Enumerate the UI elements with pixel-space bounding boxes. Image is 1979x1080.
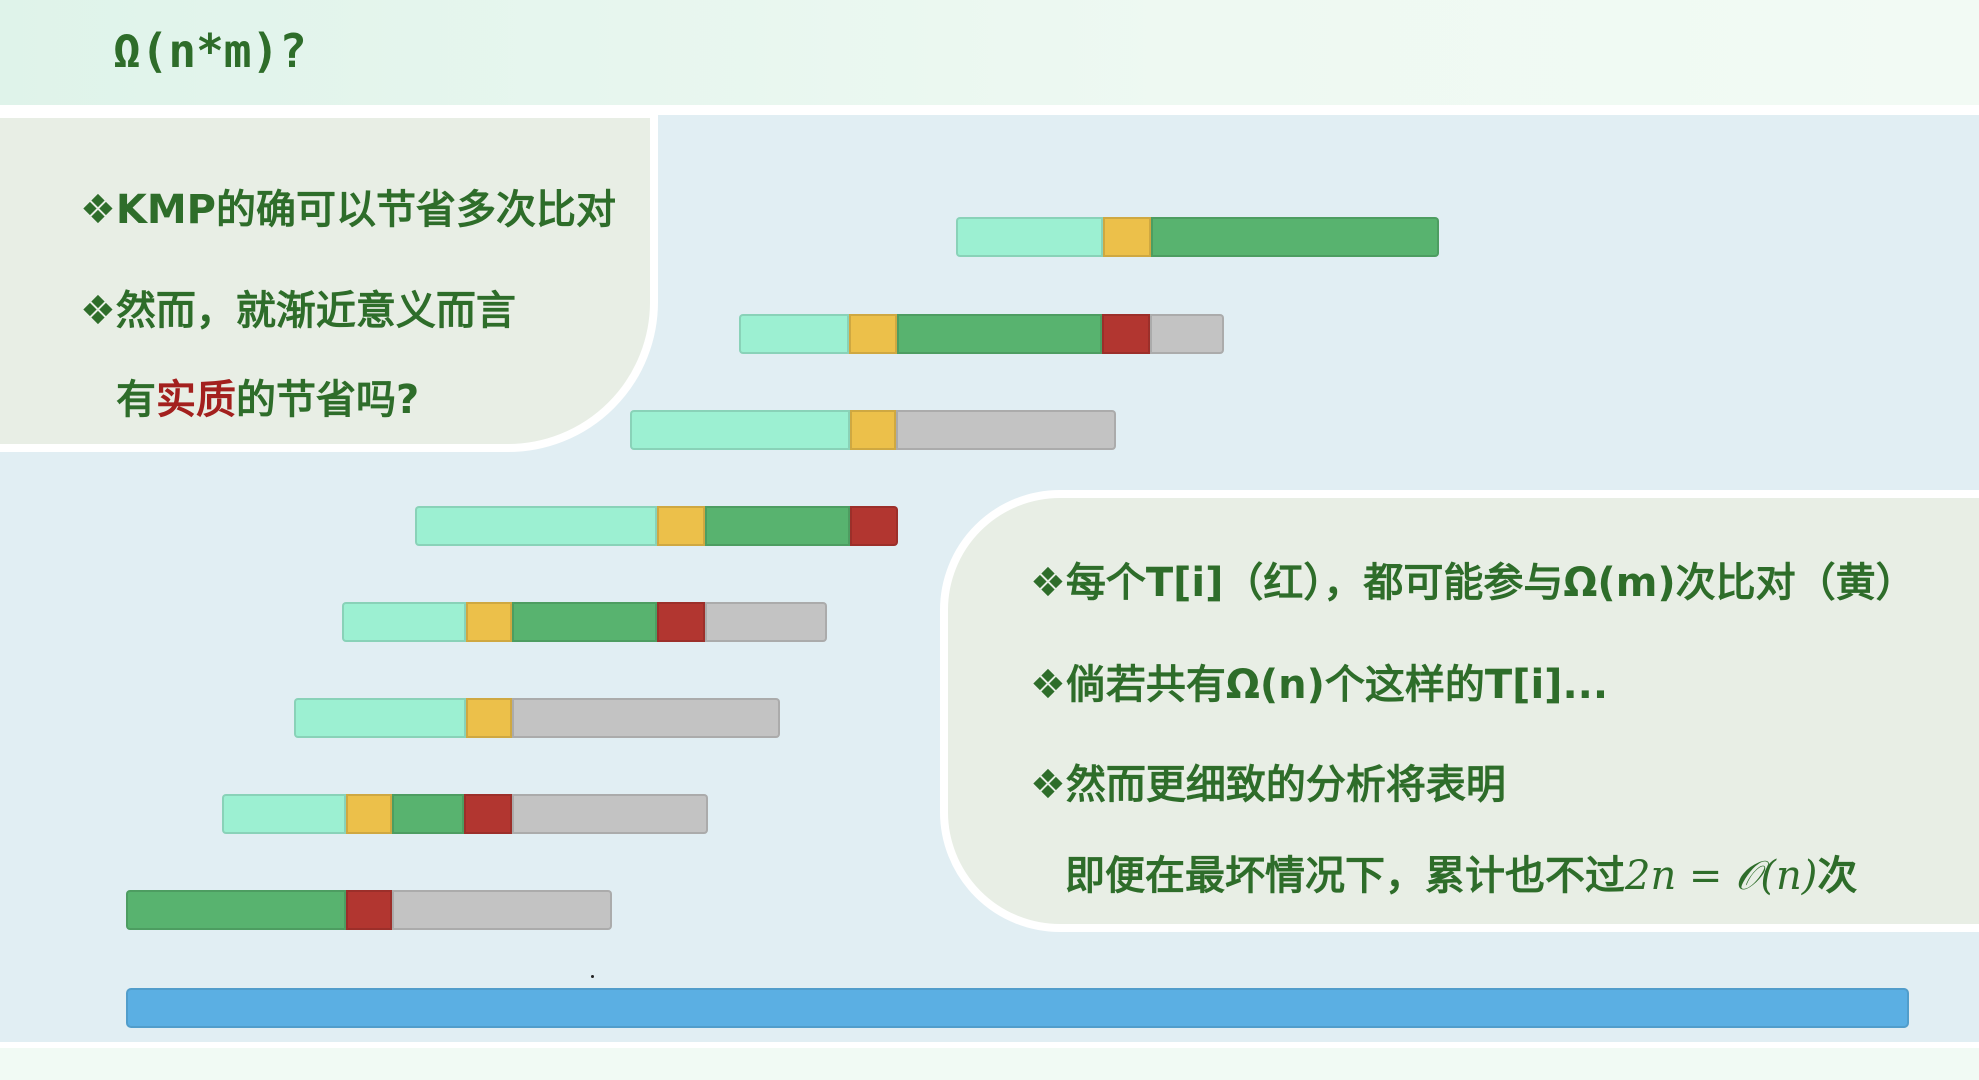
unused-segment [392,890,612,930]
left-continuation-highlight: 实质 [156,377,236,423]
bullet-icon: ❖ [1030,662,1066,708]
right-bullet-1: ❖每个T[i]（红），都可能参与Ω(m)次比对（黄） [1030,550,1916,608]
matched-prefix-segment [415,506,657,546]
stray-dot [591,975,594,978]
matched-prefix-segment [956,217,1103,257]
header-band: Ω(n*m)? [0,0,1979,105]
pattern-remainder-segment [126,890,346,930]
right-bullet-3: ❖然而更细致的分析将表明 [1030,752,1506,810]
text-string-bar [126,988,1909,1028]
matched-prefix-segment [222,794,346,834]
right-continuation-post: 次 [1817,853,1858,899]
right-panel [940,490,1979,932]
bullet-icon: ❖ [80,288,116,334]
pattern-remainder-segment [705,506,850,546]
left-bullet-1: ❖KMP的确可以节省多次比对 [80,177,616,235]
left-bullet-2: ❖然而，就渐近意义而言 [80,278,516,336]
matched-prefix-segment [294,698,466,738]
compared-char-segment [1103,217,1151,257]
right-bullet-2: ❖倘若共有Ω(n)个这样的T[i]... [1030,652,1608,710]
unused-segment [705,602,827,642]
compared-char-segment [850,410,896,450]
page-title: Ω(n*m)? [113,24,307,78]
pattern-remainder-segment [392,794,464,834]
compared-char-segment [466,602,512,642]
right-bullet-1-text: 每个T[i]（红），都可能参与Ω(m)次比对（黄） [1065,560,1916,606]
left-continuation-post: 的节省吗? [236,377,420,423]
header-divider [0,105,1979,115]
mismatch-char-segment [346,890,392,930]
left-bullet-1-text: KMP的确可以节省多次比对 [115,187,616,233]
matched-prefix-segment [739,314,849,354]
unused-segment [512,698,780,738]
compared-char-segment [849,314,897,354]
pattern-remainder-segment [897,314,1102,354]
unused-segment [512,794,708,834]
compared-char-segment [657,506,705,546]
left-bullet-2-text: 然而，就渐近意义而言 [115,288,516,334]
complexity-formula: 2n = 𝒪(n) [1625,853,1818,899]
pattern-remainder-segment [1151,217,1439,257]
matched-prefix-segment [342,602,466,642]
left-panel [0,110,658,452]
right-continuation: 即便在最坏情况下，累计也不过2n = 𝒪(n)次 [1065,843,1857,901]
mismatch-char-segment [850,506,898,546]
matched-prefix-segment [630,410,850,450]
mismatch-char-segment [657,602,705,642]
left-continuation: 有实质的节省吗? [116,367,419,425]
unused-segment [896,410,1116,450]
footer-band [0,1042,1979,1080]
bullet-icon: ❖ [1030,560,1066,606]
bullet-icon: ❖ [1030,762,1066,808]
right-bullet-2-text: 倘若共有Ω(n)个这样的T[i]... [1065,662,1609,708]
right-bullet-3-text: 然而更细致的分析将表明 [1065,762,1506,808]
compared-char-segment [466,698,512,738]
unused-segment [1150,314,1224,354]
compared-char-segment [346,794,392,834]
left-continuation-pre: 有 [116,377,156,423]
mismatch-char-segment [1102,314,1150,354]
mismatch-char-segment [464,794,512,834]
pattern-remainder-segment [512,602,657,642]
right-continuation-pre: 即便在最坏情况下，累计也不过 [1065,853,1625,899]
bullet-icon: ❖ [80,187,116,233]
